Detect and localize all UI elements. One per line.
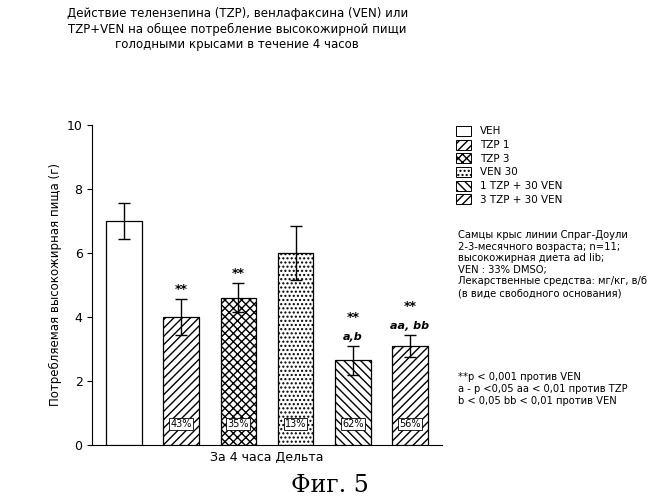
Text: Действие телензепина (TZP), венлафаксина (VEN) или
TZP+VEN на общее потребление : Действие телензепина (TZP), венлафаксина… [67, 8, 408, 50]
Text: **: ** [232, 266, 244, 280]
Text: Самцы крыс линии Спраг-Доули
2-3-месячного возраста; n=11;
высокожирная диета ad: Самцы крыс линии Спраг-Доули 2-3-месячно… [458, 230, 647, 298]
Text: **: ** [175, 282, 188, 296]
Text: 62%: 62% [342, 419, 364, 429]
Text: 56%: 56% [399, 419, 421, 429]
Legend: VEH, TZP 1, TZP 3, VEN 30, 1 TZP + 30 VEN, 3 TZP + 30 VEN: VEH, TZP 1, TZP 3, VEN 30, 1 TZP + 30 VE… [454, 124, 564, 207]
Bar [221, 298, 256, 445]
Text: **p < 0,001 против VEN
a - p <0,05 aa < 0,01 против TZP
b < 0,05 bb < 0,01 проти: **p < 0,001 против VEN a - p <0,05 aa < … [458, 372, 627, 406]
Text: **: ** [346, 312, 359, 324]
Bar [106, 221, 142, 445]
X-axis label: За 4 часа Дельта: За 4 часа Дельта [210, 450, 324, 464]
Bar [392, 346, 428, 445]
Text: aa, bb: aa, bb [391, 321, 430, 331]
Y-axis label: Потребляемая высокожирная пища (г): Потребляемая высокожирная пища (г) [49, 164, 63, 406]
Text: 43%: 43% [170, 419, 192, 429]
Text: **: ** [403, 300, 416, 313]
Text: a,b: a,b [343, 332, 362, 342]
Bar [335, 360, 370, 445]
Text: Фиг. 5: Фиг. 5 [291, 474, 368, 498]
Text: 13%: 13% [285, 419, 306, 429]
Bar [278, 253, 313, 445]
Text: 35%: 35% [227, 419, 249, 429]
Bar [163, 317, 199, 445]
